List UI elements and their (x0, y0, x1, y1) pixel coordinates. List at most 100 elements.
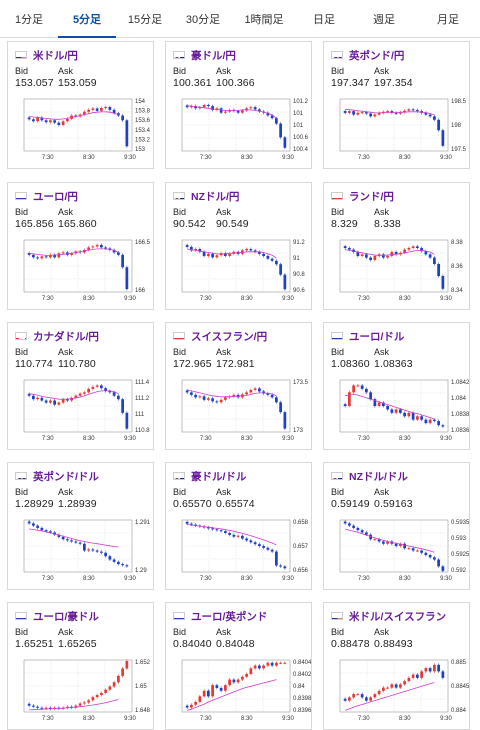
pair-name[interactable]: スイスフラン/円 (191, 329, 267, 344)
bid-value: 0.84040 (173, 638, 212, 650)
candle-body (275, 118, 278, 123)
y-tick-label: 1.648 (135, 708, 151, 714)
candle-body (250, 107, 253, 108)
pair-name[interactable]: ユーロ/英ポンド (191, 609, 267, 624)
pair-name[interactable]: ユーロ/円 (33, 189, 78, 204)
candle-body (420, 671, 423, 678)
y-tick-label: 0.885 (451, 660, 467, 666)
za-flag-icon (331, 192, 343, 200)
tab-0[interactable]: 1分足 (0, 0, 58, 38)
tab-4[interactable]: 1時間足 (232, 0, 296, 38)
tab-3[interactable]: 30分足 (174, 0, 232, 38)
tab-5[interactable]: 日足 (296, 0, 352, 38)
nz-flag-icon (331, 472, 343, 480)
candle-body (79, 394, 82, 396)
y-tick-label: 0.657 (293, 544, 309, 550)
pair-name[interactable]: NZドル/円 (191, 189, 239, 204)
bid-label: Bid (173, 347, 186, 357)
candle-body (233, 535, 236, 537)
candle-body (275, 261, 278, 264)
candle-body (275, 397, 278, 402)
candle-body (403, 544, 406, 549)
pair-name[interactable]: ユーロ/ドル (349, 329, 404, 344)
pair-name[interactable]: 英ポンド/ドル (33, 469, 99, 484)
candle-body (62, 537, 65, 539)
pair-name[interactable]: 豪ドル/円 (191, 48, 236, 63)
candle-body (348, 523, 351, 525)
pair-name[interactable]: 英ポンド/円 (349, 48, 404, 63)
candle-body (386, 256, 389, 258)
candle-body (395, 544, 398, 546)
candle-body (279, 402, 282, 412)
candle-body (237, 680, 240, 683)
pair-name[interactable]: 米ドル/スイスフラン (349, 609, 446, 624)
candle-body (36, 117, 39, 121)
ask-label: Ask (58, 347, 73, 357)
candle-body (382, 688, 385, 691)
candle-body (425, 420, 428, 423)
y-tick-label: 0.5935 (451, 520, 470, 526)
candle-body (241, 677, 244, 680)
x-tick-label: 7:30 (358, 296, 370, 302)
candle-body (113, 682, 116, 686)
candle-body (245, 392, 248, 394)
y-tick-label: 197.5 (451, 147, 467, 153)
candle-body (395, 409, 398, 412)
pair-name[interactable]: NZドル/ドル (349, 469, 408, 484)
pair-name[interactable]: 豪ドル/ドル (191, 469, 246, 484)
pair-name[interactable]: ランド/円 (349, 189, 394, 204)
tab-1[interactable]: 5分足 (58, 0, 116, 38)
candle-body (75, 541, 78, 542)
pair-name[interactable]: 米ドル/円 (33, 48, 78, 63)
x-tick-label: 9:30 (124, 576, 136, 582)
y-tick-label: 0.8404 (293, 660, 312, 666)
candle-body (194, 702, 197, 705)
candle-body (403, 413, 406, 416)
candle-body (87, 700, 90, 702)
candle-body (284, 137, 287, 147)
y-tick-label: 0.84 (293, 684, 305, 690)
candle-body (442, 130, 445, 146)
tab-7[interactable]: 月足 (416, 0, 480, 38)
pair-name[interactable]: カナダドル/円 (33, 329, 99, 344)
candle-body (49, 120, 52, 122)
candle-body (425, 553, 428, 555)
pair-name[interactable]: ユーロ/豪ドル (33, 609, 99, 624)
x-tick-label: 7:30 (42, 436, 54, 442)
card-header: 米ドル/スイスフラン (331, 609, 446, 623)
tab-6[interactable]: 週足 (352, 0, 416, 38)
candle-body (203, 396, 206, 399)
tab-2[interactable]: 15分足 (116, 0, 174, 38)
